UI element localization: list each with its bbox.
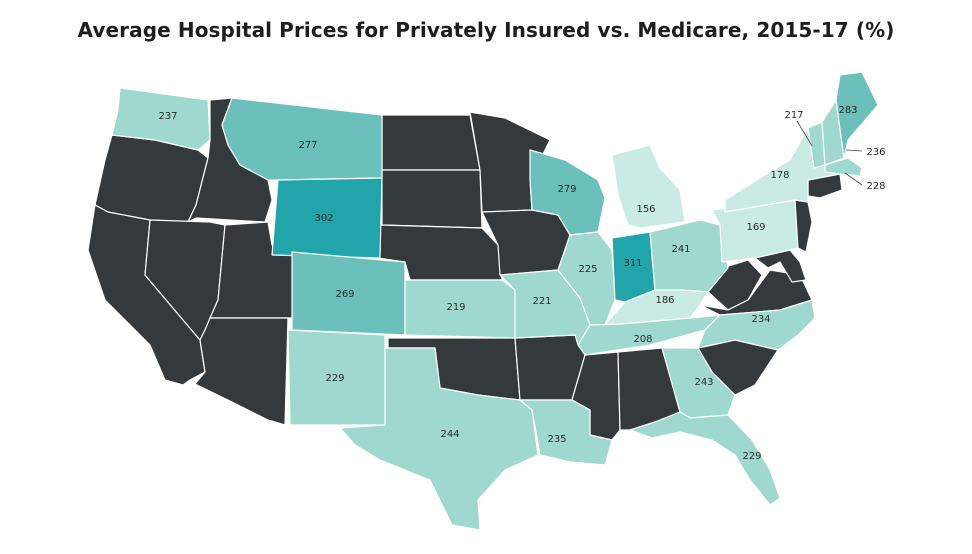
state-florida	[629, 411, 781, 506]
label-georgia: 243	[694, 377, 713, 388]
label-new-york: 178	[770, 170, 789, 181]
label-pennsylvania: 169	[746, 222, 765, 233]
label-louisiana: 235	[547, 434, 566, 445]
state-michigan	[611, 144, 686, 229]
label-new-hampshire: 236	[866, 147, 885, 158]
label-maine: 283	[838, 105, 857, 116]
label-michigan: 156	[636, 204, 655, 215]
label-vermont: 217	[784, 110, 803, 121]
label-florida: 229	[742, 451, 761, 462]
label-texas: 244	[440, 429, 459, 440]
label-colorado: 269	[335, 289, 354, 300]
state-ohio	[649, 219, 729, 293]
label-wisconsin: 279	[557, 184, 576, 195]
state-maine	[835, 71, 879, 159]
state-arizona	[194, 317, 289, 426]
state-pennsylvania	[711, 199, 799, 263]
label-ohio: 241	[671, 244, 690, 255]
label-washington: 237	[158, 111, 177, 122]
state-wyoming	[271, 177, 383, 259]
label-montana: 277	[298, 140, 317, 151]
label-north-carolina: 234	[751, 314, 770, 325]
state-value-labels: 237 277 302 269 229 219 244 221 235 279 …	[158, 105, 885, 462]
state-south-dakota	[381, 169, 483, 229]
label-indiana: 311	[623, 258, 642, 269]
map-title: Average Hospital Prices for Privately In…	[77, 18, 895, 42]
label-missouri: 221	[532, 296, 551, 307]
state-washington	[111, 87, 211, 151]
label-wyoming: 302	[314, 213, 333, 224]
label-kentucky: 186	[655, 295, 674, 306]
label-illinois: 225	[578, 264, 597, 275]
label-leader-lines	[796, 120, 863, 186]
state-texas	[339, 347, 539, 531]
state-maryland-delaware	[754, 249, 807, 283]
state-louisiana	[519, 399, 613, 466]
state-montana	[221, 97, 383, 181]
label-new-mexico: 229	[325, 373, 344, 384]
label-tennessee: 208	[633, 334, 652, 345]
state-massachusetts	[824, 157, 863, 177]
states-no-data	[87, 97, 843, 441]
label-kansas: 219	[446, 302, 465, 313]
states-with-data	[111, 71, 879, 531]
state-north-carolina	[697, 299, 816, 351]
state-north-dakota	[381, 114, 481, 171]
label-massachusetts: 228	[866, 181, 885, 192]
